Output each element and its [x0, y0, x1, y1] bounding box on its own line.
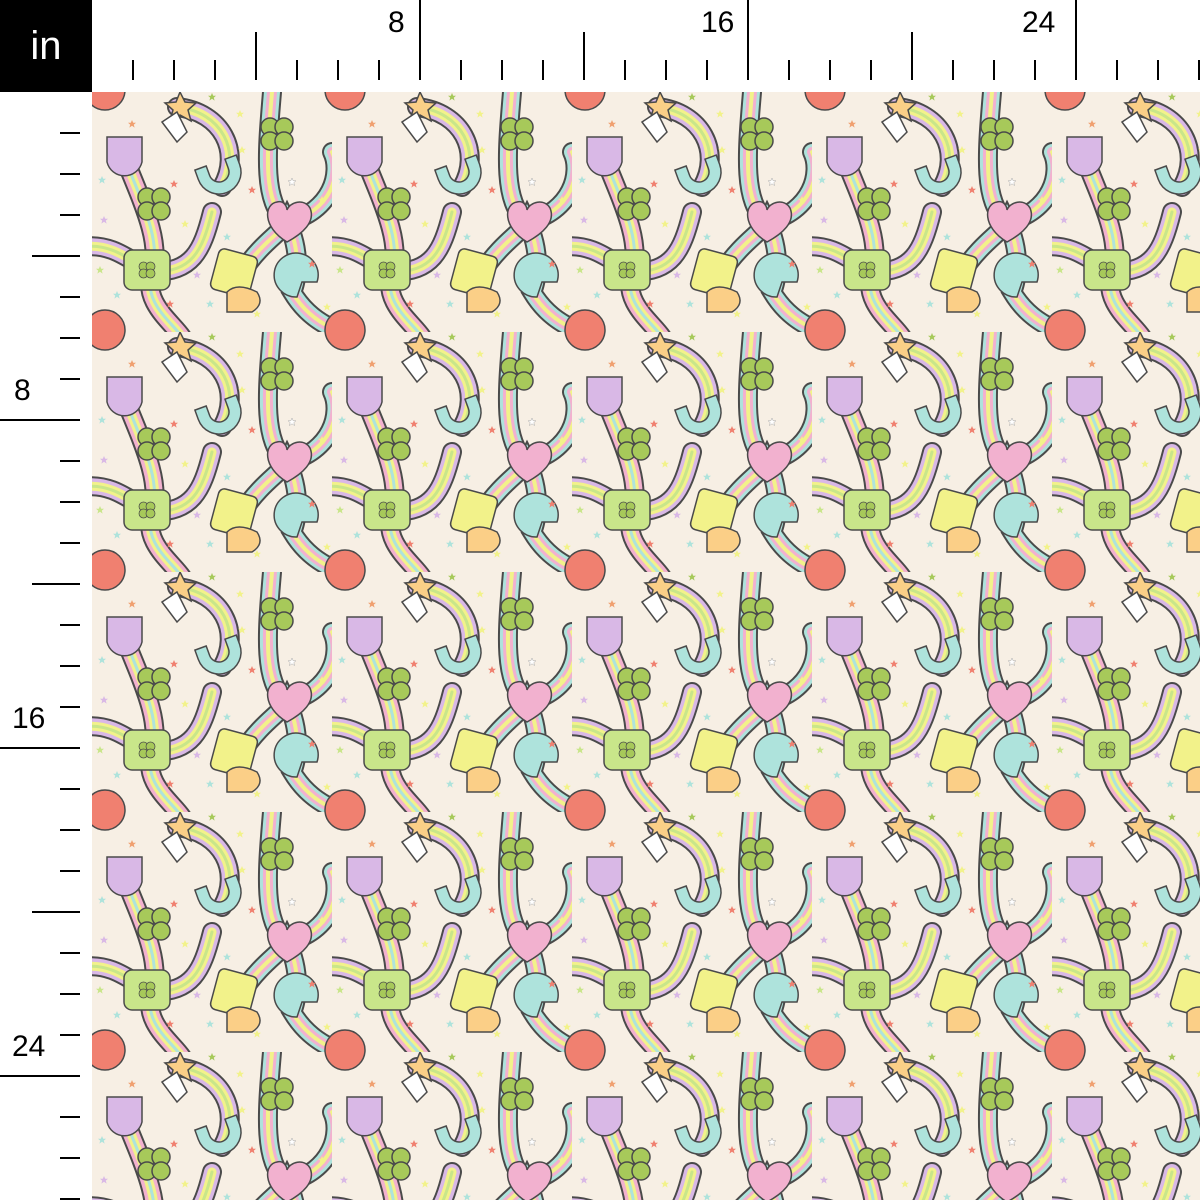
ruler-tick [60, 337, 80, 339]
ruler-tick [32, 583, 80, 585]
ruler-tick [337, 60, 339, 80]
unit-label: in [0, 0, 92, 92]
ruler-tick [460, 60, 462, 80]
ruler-tick [60, 173, 80, 175]
ruler-tick [60, 378, 80, 380]
ruler-tick [706, 60, 708, 80]
ruler-tick [60, 706, 80, 708]
ruler-tick [542, 60, 544, 80]
ruler-tick [60, 296, 80, 298]
ruler-tick [378, 60, 380, 80]
ruler-tick [60, 460, 80, 462]
ruler-tick [173, 60, 175, 80]
left-ruler: 8 16 24 [0, 92, 92, 1200]
ruler-tick [60, 1157, 80, 1159]
ruler-tick [60, 1198, 80, 1200]
ruler-tick [583, 32, 585, 80]
ruler-tick [952, 60, 954, 80]
ruler-tick [255, 32, 257, 80]
ruler-tick [60, 829, 80, 831]
top-ruler-label-8: 8 [388, 6, 405, 39]
ruler-tick [870, 60, 872, 80]
ruler-tick [624, 60, 626, 80]
ruler-tick [993, 60, 995, 80]
ruler-tick [0, 747, 80, 749]
ruler-tick [665, 60, 667, 80]
left-ruler-label-24: 24 [12, 1030, 46, 1063]
ruler-tick [0, 419, 80, 421]
ruler-tick [1034, 60, 1036, 80]
ruler-tick [1116, 60, 1118, 80]
fabric-pattern [92, 92, 1200, 1200]
ruler-tick [911, 32, 913, 80]
ruler-tick [0, 1075, 80, 1077]
ruler-tick [60, 624, 80, 626]
top-ruler: 8 16 24 [92, 0, 1200, 92]
ruler-tick [829, 60, 831, 80]
ruler-tick [132, 60, 134, 80]
ruler-tick [1157, 60, 1159, 80]
fabric-print [92, 92, 1200, 1200]
ruler-tick [60, 788, 80, 790]
left-ruler-label-8: 8 [14, 374, 31, 407]
ruler-tick [1075, 0, 1077, 80]
ruler-tick [747, 0, 749, 80]
ruler-tick [60, 952, 80, 954]
ruler-tick [60, 214, 80, 216]
top-ruler-label-16: 16 [701, 6, 735, 39]
ruler-tick [60, 542, 80, 544]
ruler-tick [1198, 60, 1200, 80]
left-ruler-label-16: 16 [12, 702, 46, 735]
ruler-tick [60, 1116, 80, 1118]
ruler-tick [214, 60, 216, 80]
ruler-tick [419, 0, 421, 80]
ruler-tick [60, 993, 80, 995]
ruler-tick [60, 501, 80, 503]
ruler-tick [60, 665, 80, 667]
ruler-tick [32, 255, 80, 257]
ruler-tick [501, 60, 503, 80]
ruler-tick [788, 60, 790, 80]
ruler-tick [32, 911, 80, 913]
ruler-tick [60, 132, 80, 134]
top-ruler-label-24: 24 [1022, 6, 1056, 39]
ruler-tick [60, 870, 80, 872]
ruler-tick [296, 60, 298, 80]
ruler-tick [60, 1034, 80, 1036]
